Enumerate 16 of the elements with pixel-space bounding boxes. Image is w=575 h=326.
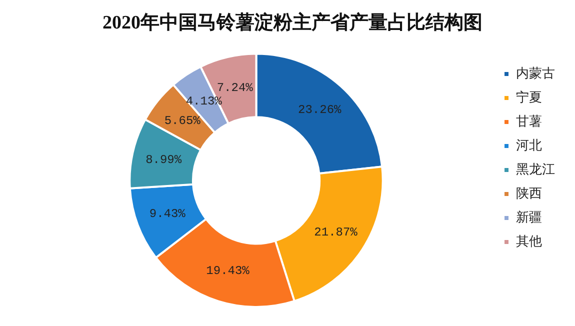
legend-label: 宁夏 xyxy=(516,89,542,106)
legend-label: 河北 xyxy=(516,138,542,154)
data-label: 9.43% xyxy=(149,206,186,221)
legend-label: 黑龙江 xyxy=(516,162,555,178)
legend-label: 其他 xyxy=(516,234,542,250)
data-label: 21.87% xyxy=(314,225,358,240)
chart-title: 2020年中国马铃薯淀粉主产省产量占比结构图 xyxy=(102,11,482,34)
data-label: 23.26% xyxy=(298,102,342,117)
legend-label: 陕西 xyxy=(516,186,542,202)
legend-label: 内蒙古 xyxy=(516,66,555,82)
legend-label: 甘薯 xyxy=(516,114,542,130)
data-label: 7.24% xyxy=(216,81,254,96)
legend-label: 新疆 xyxy=(516,210,542,226)
data-label: 19.43% xyxy=(206,264,250,278)
data-label: 8.99% xyxy=(146,152,182,167)
data-label: 5.65% xyxy=(164,114,202,128)
